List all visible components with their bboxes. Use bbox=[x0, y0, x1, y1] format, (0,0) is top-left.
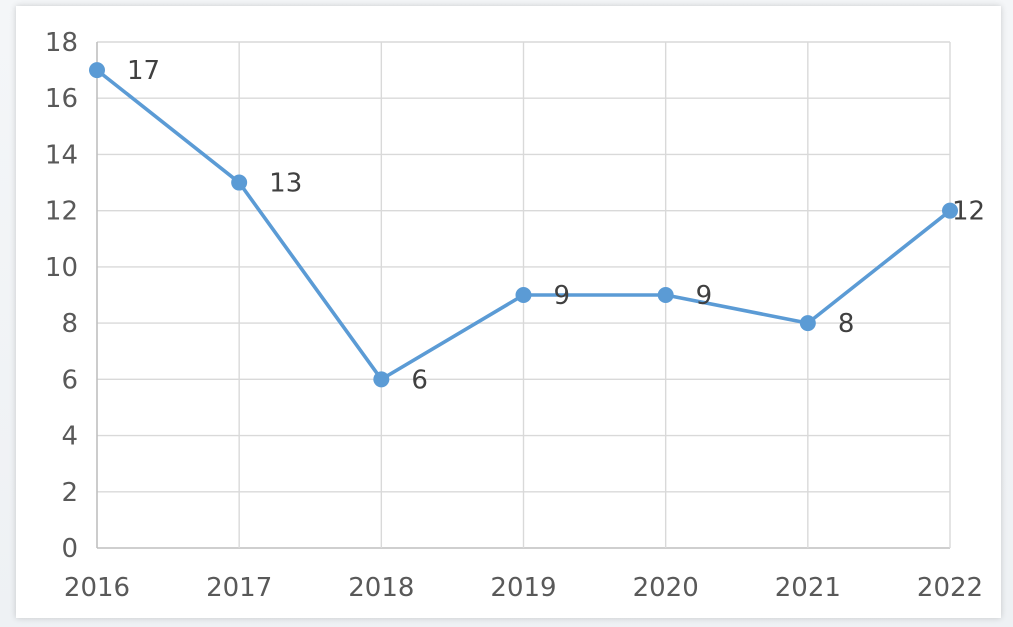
y-tick-label: 4 bbox=[61, 422, 78, 452]
data-labels: 17 13 6 9 9 8 12 bbox=[127, 56, 985, 395]
y-axis-tick-labels: 0 2 4 6 8 10 12 14 16 18 bbox=[45, 28, 78, 564]
y-tick-label: 14 bbox=[45, 140, 78, 170]
x-axis-tick-labels: 2016 2017 2018 2019 2020 2021 2022 bbox=[64, 573, 983, 603]
data-point-2018 bbox=[373, 371, 390, 388]
data-point-2021 bbox=[799, 315, 816, 332]
x-tick-label: 2018 bbox=[348, 573, 414, 603]
data-label-2018: 6 bbox=[411, 365, 428, 395]
y-tick-label: 10 bbox=[45, 253, 78, 283]
data-point-2019 bbox=[515, 287, 532, 303]
data-label-2020: 9 bbox=[696, 281, 713, 311]
x-tick-label: 2016 bbox=[64, 573, 130, 603]
y-tick-label: 2 bbox=[61, 478, 78, 508]
x-tick-label: 2022 bbox=[917, 573, 983, 603]
data-point-2022 bbox=[942, 202, 958, 219]
y-tick-label: 0 bbox=[61, 534, 78, 564]
x-tick-label: 2019 bbox=[490, 573, 556, 603]
data-label-2021: 8 bbox=[838, 309, 855, 339]
y-tick-label: 18 bbox=[45, 28, 78, 58]
series-layer bbox=[89, 62, 958, 388]
x-tick-label: 2020 bbox=[633, 573, 699, 603]
y-tick-label: 12 bbox=[45, 197, 78, 227]
data-label-2017: 13 bbox=[269, 169, 302, 199]
data-label-2022: 12 bbox=[952, 197, 985, 227]
x-tick-label: 2017 bbox=[206, 573, 272, 603]
data-label-2016: 17 bbox=[127, 56, 160, 86]
data-point-2020 bbox=[657, 287, 674, 303]
y-tick-label: 16 bbox=[45, 84, 78, 114]
data-label-2019: 9 bbox=[554, 281, 571, 311]
chart-card bbox=[16, 6, 1001, 618]
y-tick-label: 6 bbox=[61, 365, 78, 395]
y-tick-label: 8 bbox=[61, 309, 78, 339]
data-point-2017 bbox=[231, 174, 248, 191]
data-point-2016 bbox=[89, 62, 105, 79]
x-tick-label: 2021 bbox=[775, 573, 841, 603]
